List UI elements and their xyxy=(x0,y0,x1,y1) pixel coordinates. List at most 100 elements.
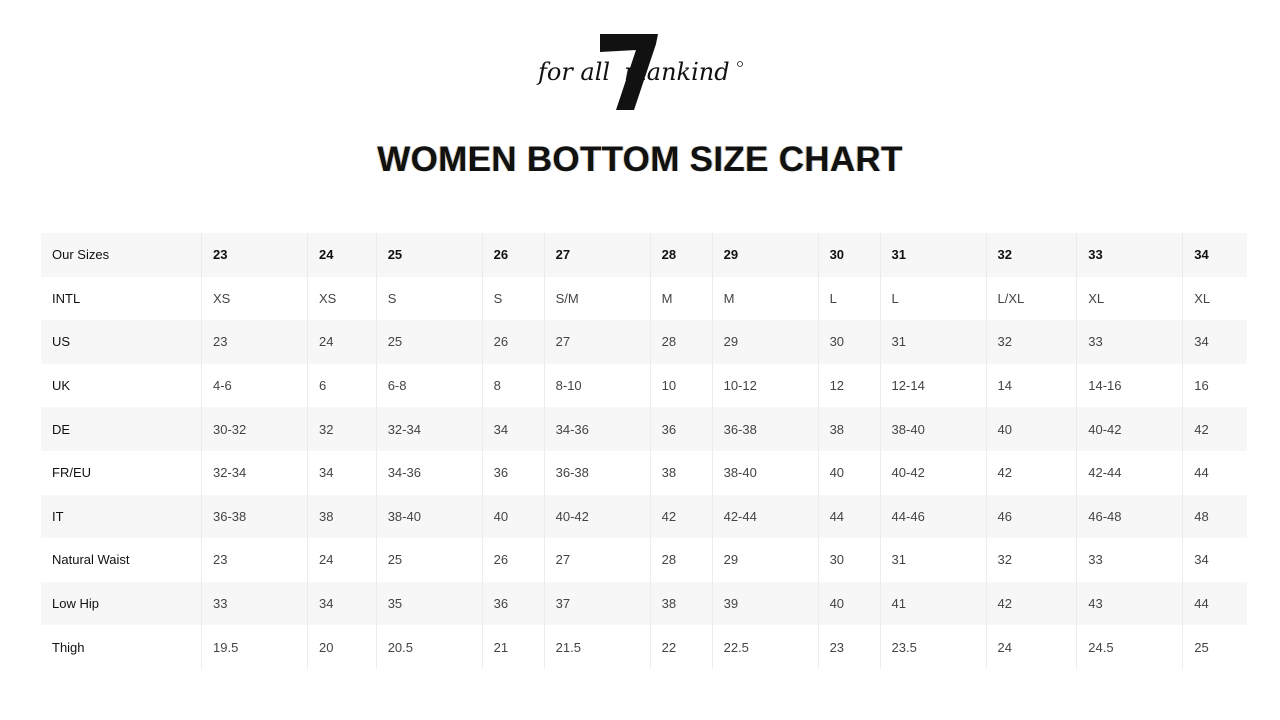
table-cell: 34 xyxy=(1182,320,1247,364)
table-cell: 25 xyxy=(375,320,483,364)
table-cell: 41 xyxy=(879,581,987,626)
page-title: WOMEN BOTTOM SIZE CHART xyxy=(377,140,903,179)
table-cell: L xyxy=(817,276,881,321)
svg-text:mankind: mankind xyxy=(624,58,730,86)
row-label: FR/EU xyxy=(52,465,91,481)
table-cell: 8 xyxy=(481,363,545,408)
table-cell: 27 xyxy=(543,320,651,364)
table-cell: 33 xyxy=(1076,538,1183,582)
table-cell: 33 xyxy=(201,581,308,626)
table-cell: M xyxy=(711,276,819,321)
table-cell: 42 xyxy=(1182,407,1247,451)
table-cell: S/M xyxy=(543,276,651,321)
table-cell: 43 xyxy=(1076,581,1183,626)
table-cell: 26 xyxy=(481,538,545,582)
table-cell: 36 xyxy=(481,581,545,626)
table-cell: L/XL xyxy=(985,276,1077,321)
table-cell: 34 xyxy=(1182,538,1247,582)
table-cell: 36-38 xyxy=(711,407,819,451)
table-cell: 23.5 xyxy=(879,625,987,669)
table-row: DE 30-32 32 32-34 34 34-36 36 36-38 38 38-40 40 40-… xyxy=(41,407,1247,451)
table-cell: S xyxy=(375,276,483,321)
row-label: Our Sizes xyxy=(41,233,202,277)
table-cell: 32 xyxy=(306,407,377,451)
row-label: IT xyxy=(41,494,202,539)
table-cell: 32 xyxy=(985,320,1077,364)
table-row: Low Hip 33 34 35 36 37 38 39 40 41 42 43 44 xyxy=(41,581,1247,626)
table-cell: 8-10 xyxy=(543,363,651,408)
table-cell: 20.5 xyxy=(375,625,483,669)
table-cell: 27 xyxy=(543,538,651,582)
table-cell: 42 xyxy=(985,450,1077,495)
table-cell: 38-40 xyxy=(375,494,483,539)
table-cell: 24 xyxy=(306,233,377,277)
table-cell: 46-48 xyxy=(1076,494,1183,539)
table-cell: 40 xyxy=(817,581,881,626)
table-cell: 31 xyxy=(879,233,987,277)
table-cell: 22 xyxy=(649,625,713,669)
table-cell: 25 xyxy=(375,233,483,277)
table-cell: 33 xyxy=(1076,233,1183,277)
table-row: FR/EU 32-34 34 34-36 36 36-38 38 38-40 40 40-42 42… xyxy=(41,450,1247,495)
table-cell: 25 xyxy=(375,538,483,582)
table-cell: 21.5 xyxy=(543,625,651,669)
table-row: US 23 24 25 26 27 28 29 30 31 32 33 34 xyxy=(41,320,1247,364)
table-cell: 40-42 xyxy=(1076,407,1183,451)
table-cell: 39 xyxy=(711,581,819,626)
table-cell: 34 xyxy=(306,450,377,495)
table-cell: 10-12 xyxy=(711,363,819,408)
table-cell: 24 xyxy=(306,538,377,582)
table-cell: XL xyxy=(1076,276,1183,321)
table-cell: 23 xyxy=(817,625,881,669)
row-label: Low Hip xyxy=(41,581,202,626)
table-cell: 29 xyxy=(711,320,819,364)
table-cell: 35 xyxy=(375,581,483,626)
table-row: Natural Waist 23 24 25 26 27 28 29 30 31 32 33 34 xyxy=(41,538,1247,582)
table-cell: 32-34 xyxy=(375,407,483,451)
table-row: IT 36-38 38 38-40 40 40-42 42 42-44 44 44-46 46 46-… xyxy=(41,494,1247,539)
table-cell: 30-32 xyxy=(201,407,308,451)
table-cell: 23 xyxy=(201,233,308,277)
row-label: INTL xyxy=(52,290,81,306)
table-cell: 36-38 xyxy=(543,450,651,495)
table-row: Thigh 19.5 20 20.5 21 21.5 22 22.5 23 23.5 24 24.5 2… xyxy=(41,625,1247,669)
table-cell: 38 xyxy=(649,581,713,626)
table-cell: 40 xyxy=(817,450,881,495)
table-cell: 29 xyxy=(711,538,819,582)
table-cell: 32 xyxy=(985,538,1077,582)
table-cell: 33 xyxy=(1076,320,1183,364)
table-cell: 46 xyxy=(985,494,1077,539)
table-cell: 40 xyxy=(481,494,545,539)
table-cell: 42-44 xyxy=(1076,450,1183,495)
table-cell: 28 xyxy=(649,320,713,364)
table-cell: 37 xyxy=(543,581,651,626)
table-cell: 44 xyxy=(1182,581,1247,626)
table-cell: 23 xyxy=(201,538,308,582)
table-cell: 21 xyxy=(481,625,545,669)
table-cell: 44 xyxy=(1182,450,1247,495)
table-cell: 19.5 xyxy=(201,625,308,669)
table-cell: 12-14 xyxy=(879,363,987,408)
table-cell: 34 xyxy=(481,407,545,451)
table-cell: 36 xyxy=(481,450,545,495)
table-cell: 38 xyxy=(649,450,713,495)
table-cell: 44-46 xyxy=(879,494,987,539)
table-cell: 38 xyxy=(817,407,881,451)
table-cell: 31 xyxy=(879,320,987,364)
table-cell: S xyxy=(481,276,545,321)
table-cell: 36 xyxy=(649,407,713,451)
table-cell: 24.5 xyxy=(1076,625,1183,669)
table-cell: 30 xyxy=(817,233,881,277)
table-cell: 40 xyxy=(985,407,1077,451)
table-cell: 34 xyxy=(1182,233,1247,277)
table-cell: 20 xyxy=(306,625,377,669)
table-cell: 42 xyxy=(985,581,1077,626)
table-cell: L xyxy=(879,276,987,321)
table-cell: 26 xyxy=(481,320,545,364)
table-cell: 44 xyxy=(817,494,881,539)
table-cell: 38-40 xyxy=(711,450,819,495)
table-cell: 40-42 xyxy=(543,494,651,539)
size-chart-table: Our Sizes 23 24 25 26 27 28 29 30 31 32 33 34 INTL XS X… xyxy=(41,233,1247,669)
row-label: DE xyxy=(41,407,202,451)
table-cell: M xyxy=(649,276,713,321)
